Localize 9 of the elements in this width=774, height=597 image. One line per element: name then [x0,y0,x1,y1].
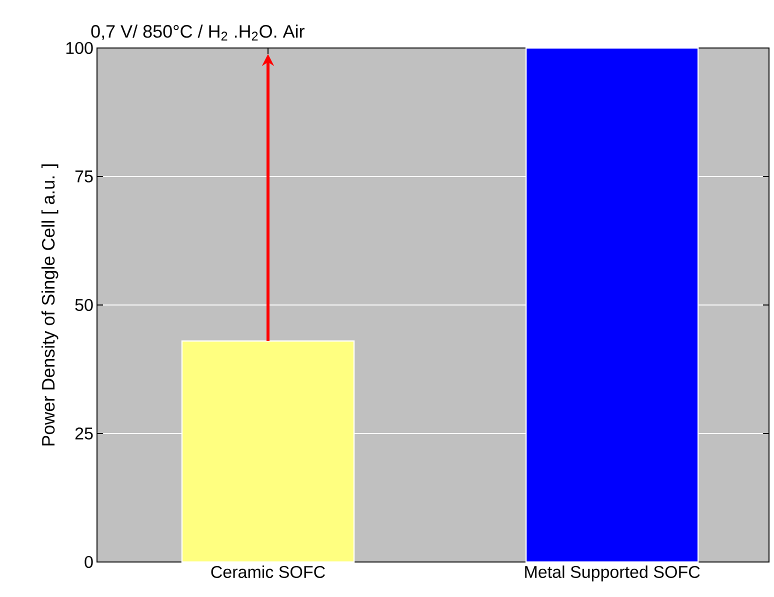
y-tick-label: 25 [75,427,93,440]
y-tick-label: 50 [75,298,93,312]
y-tick-label: 100 [66,42,93,54]
y-tick-label: 0 [84,556,93,568]
chart-title: 0,7 V/ 850°C / H$_{2}$ .H$_{2}$O. Air [91,24,305,40]
y-tick-label: 75 [75,170,93,182]
x-tick-label: Ceramic SOFC [211,566,325,578]
x-tick-label: Metal Supported SOFC [525,566,700,582]
y-axis-title: Power Density of Single Cell [ a.u. ] [41,164,58,446]
